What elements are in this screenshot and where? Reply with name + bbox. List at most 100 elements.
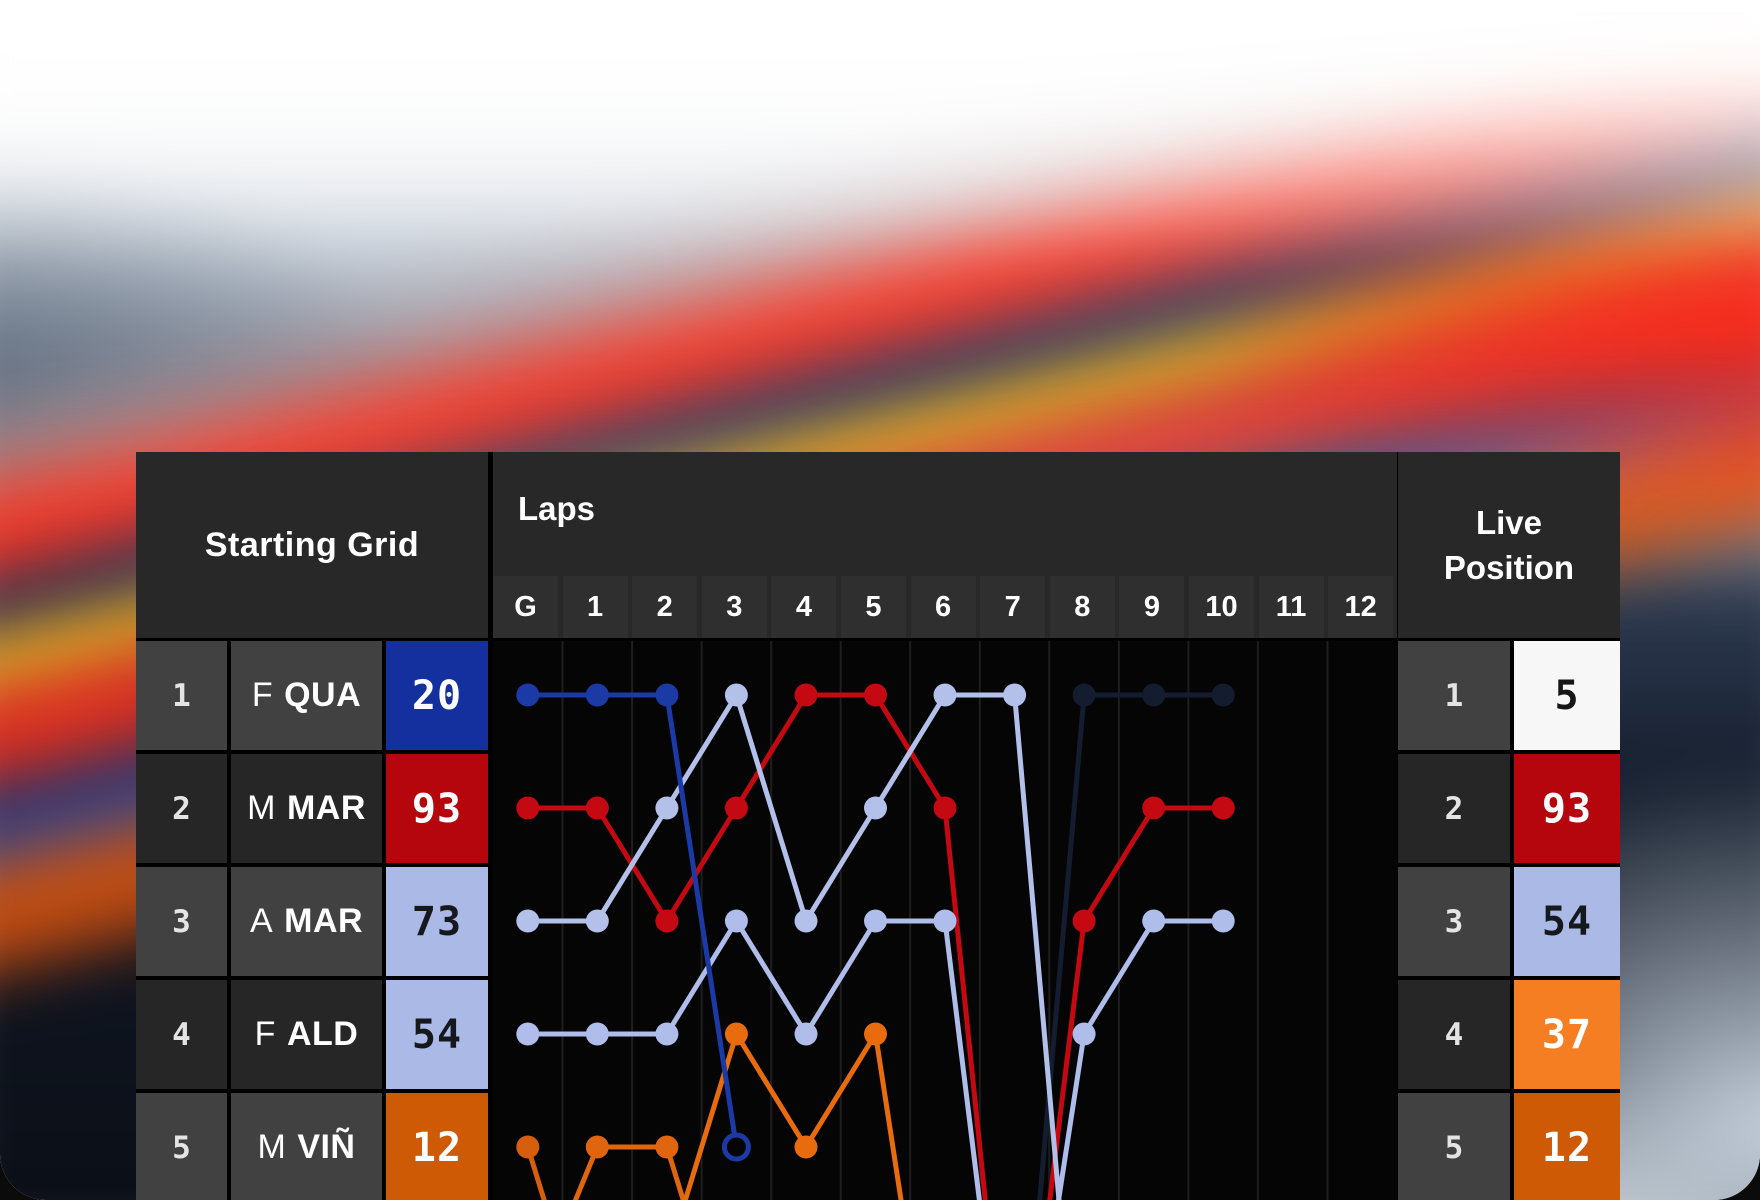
starting-grid-title: Starting Grid bbox=[204, 525, 420, 564]
grid-rider-name: F ALD bbox=[231, 980, 382, 1089]
series-line-orange-sub-a bbox=[572, 1144, 686, 1200]
lap-header-cell-7: 7 bbox=[980, 576, 1046, 638]
grid-pos-cell: 4 bbox=[136, 980, 227, 1089]
series-dot-rider-93-red bbox=[864, 683, 887, 707]
series-dot-orange-sub-b bbox=[864, 1022, 887, 1046]
series-dot-rider-54-periwinkle bbox=[933, 909, 957, 933]
series-dot-rider-54-periwinkle bbox=[864, 909, 887, 933]
series-dot-rider-73-periwinkle bbox=[585, 909, 609, 933]
race-position-table: Starting Grid Laps G 1 2 3 4 5 6 7 8 9 10 11 12 Live… bbox=[136, 452, 1620, 1200]
grid-pos-cell: 1 bbox=[136, 641, 227, 750]
series-dot-rider-54-periwinkle bbox=[585, 1022, 609, 1046]
series-dot-rider-20-blue bbox=[516, 683, 540, 707]
live-row-37[interactable]: 4 37 bbox=[1398, 980, 1620, 1089]
live-rider-number-badge: 5 bbox=[1514, 641, 1620, 750]
series-dot-rider-93-red bbox=[933, 796, 957, 820]
series-dot-rider-93-red bbox=[516, 796, 540, 820]
live-row-12[interactable]: 5 12 bbox=[1398, 1093, 1620, 1200]
series-dot-rider-73-periwinkle bbox=[655, 796, 679, 820]
lap-header-cell-6: 6 bbox=[910, 576, 976, 638]
lap-header-cell-11: 11 bbox=[1258, 576, 1324, 638]
rider-initial: F bbox=[254, 1015, 276, 1053]
lap-header-cell-9: 9 bbox=[1119, 576, 1185, 638]
lap-header-cell-3: 3 bbox=[701, 576, 767, 638]
series-dot-orange-sub-b bbox=[724, 1022, 748, 1046]
lap-header-cell-8: 8 bbox=[1049, 576, 1115, 638]
rider-surname: MAR bbox=[286, 789, 366, 827]
series-dot-rider-20-blue bbox=[585, 683, 609, 707]
series-dot-rider-54-periwinkle bbox=[655, 1022, 679, 1046]
laps-chart bbox=[516, 641, 1329, 1200]
grid-rider-number-badge: 93 bbox=[386, 754, 488, 863]
series-dot-rider-73-periwinkle bbox=[724, 683, 748, 707]
series-dot-rider-93-red bbox=[794, 683, 818, 707]
live-title-line2: Position bbox=[1443, 549, 1575, 586]
series-open-dot-rider-20-blue bbox=[721, 1132, 751, 1162]
starting-grid-header: Starting Grid bbox=[136, 452, 488, 638]
series-dot-orange-sub-b bbox=[794, 1135, 818, 1159]
series-line-rider-20-blue bbox=[525, 692, 739, 1150]
lap-header-cell-1: 1 bbox=[562, 576, 628, 638]
live-position-header: Live Position bbox=[1398, 452, 1620, 638]
rider-initial: M bbox=[247, 789, 276, 827]
grid-pos-cell: 3 bbox=[136, 867, 227, 976]
lap-header-cell-5: 5 bbox=[841, 576, 906, 638]
grid-rider-number-badge: 20 bbox=[386, 641, 488, 750]
grid-row-12[interactable]: 5 M VIÑ 12 bbox=[136, 1093, 488, 1200]
rider-surname: VIÑ bbox=[297, 1128, 356, 1166]
grid-rider-number-badge: 54 bbox=[386, 980, 488, 1089]
series-dot-rider-5-dark bbox=[1072, 683, 1096, 707]
series-dot-rider-73-periwinkle bbox=[1003, 683, 1027, 707]
rider-initial: A bbox=[249, 902, 274, 940]
series-dot-rider-54-periwinkle bbox=[516, 1022, 540, 1046]
series-line-rider-12-orange bbox=[525, 1144, 547, 1200]
lap-header-cell-10: 10 bbox=[1189, 576, 1254, 638]
grid-rider-number-badge: 73 bbox=[386, 867, 488, 976]
lap-header-cell-2: 2 bbox=[632, 576, 698, 638]
series-dot-orange-sub-a bbox=[655, 1135, 679, 1159]
series-dot-rider-54-periwinkle bbox=[1142, 909, 1166, 933]
lap-header-cell-4: 4 bbox=[771, 576, 837, 638]
grid-row-20[interactable]: 1 F QUA 20 bbox=[136, 641, 488, 750]
rider-initial: M bbox=[257, 1128, 287, 1166]
grid-row-73[interactable]: 3 A MAR 73 bbox=[136, 867, 488, 976]
lap-header-cell-12: 12 bbox=[1328, 576, 1394, 638]
grid-pos-cell: 2 bbox=[136, 754, 227, 863]
live-pos-cell: 3 bbox=[1398, 867, 1510, 976]
series-dot-rider-93-red bbox=[724, 796, 748, 820]
live-rider-number-badge: 54 bbox=[1514, 867, 1620, 976]
series-dot-rider-93-red bbox=[1072, 909, 1096, 933]
grid-row-93[interactable]: 2 M MAR 93 bbox=[136, 754, 488, 863]
live-rider-number-badge: 93 bbox=[1514, 754, 1620, 863]
laps-title: Laps bbox=[518, 490, 596, 527]
series-dot-rider-54-periwinkle bbox=[724, 909, 748, 933]
rider-surname: QUA bbox=[284, 676, 362, 714]
grid-rider-name: A MAR bbox=[231, 867, 382, 976]
series-dot-rider-20-blue bbox=[655, 683, 679, 707]
rider-surname: MAR bbox=[284, 902, 364, 940]
grid-rider-name: M MAR bbox=[231, 754, 382, 863]
lap-header-cell-G: G bbox=[493, 576, 558, 638]
live-pos-cell: 2 bbox=[1398, 754, 1510, 863]
grid-row-54[interactable]: 4 F ALD 54 bbox=[136, 980, 488, 1089]
series-line-rider-73-periwinkle bbox=[525, 692, 1062, 1200]
live-pos-cell: 5 bbox=[1398, 1093, 1510, 1200]
grid-rider-number-badge: 12 bbox=[386, 1093, 488, 1200]
live-row-93[interactable]: 2 93 bbox=[1398, 754, 1620, 863]
series-dot-rider-93-red bbox=[585, 796, 609, 820]
series-dot-orange-sub-a bbox=[585, 1135, 609, 1159]
rider-surname: ALD bbox=[286, 1015, 359, 1053]
live-pos-cell: 1 bbox=[1398, 641, 1510, 750]
series-dot-rider-5-dark bbox=[1142, 683, 1166, 707]
series-dot-rider-12-orange bbox=[516, 1135, 540, 1159]
series-line-orange-sub-b bbox=[682, 1031, 904, 1200]
live-rider-number-badge: 12 bbox=[1514, 1093, 1620, 1200]
rider-initial: F bbox=[251, 676, 274, 714]
series-dot-rider-93-red bbox=[1142, 796, 1166, 820]
live-row-54[interactable]: 3 54 bbox=[1398, 867, 1620, 976]
grid-rider-name: F QUA bbox=[231, 641, 382, 750]
series-dot-rider-73-periwinkle bbox=[933, 683, 957, 707]
